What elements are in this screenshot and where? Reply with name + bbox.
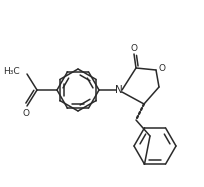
Text: O: O bbox=[158, 64, 165, 73]
Text: O: O bbox=[130, 44, 137, 53]
Text: N: N bbox=[115, 85, 122, 95]
Text: O: O bbox=[22, 108, 29, 117]
Text: H₃C: H₃C bbox=[3, 67, 20, 76]
